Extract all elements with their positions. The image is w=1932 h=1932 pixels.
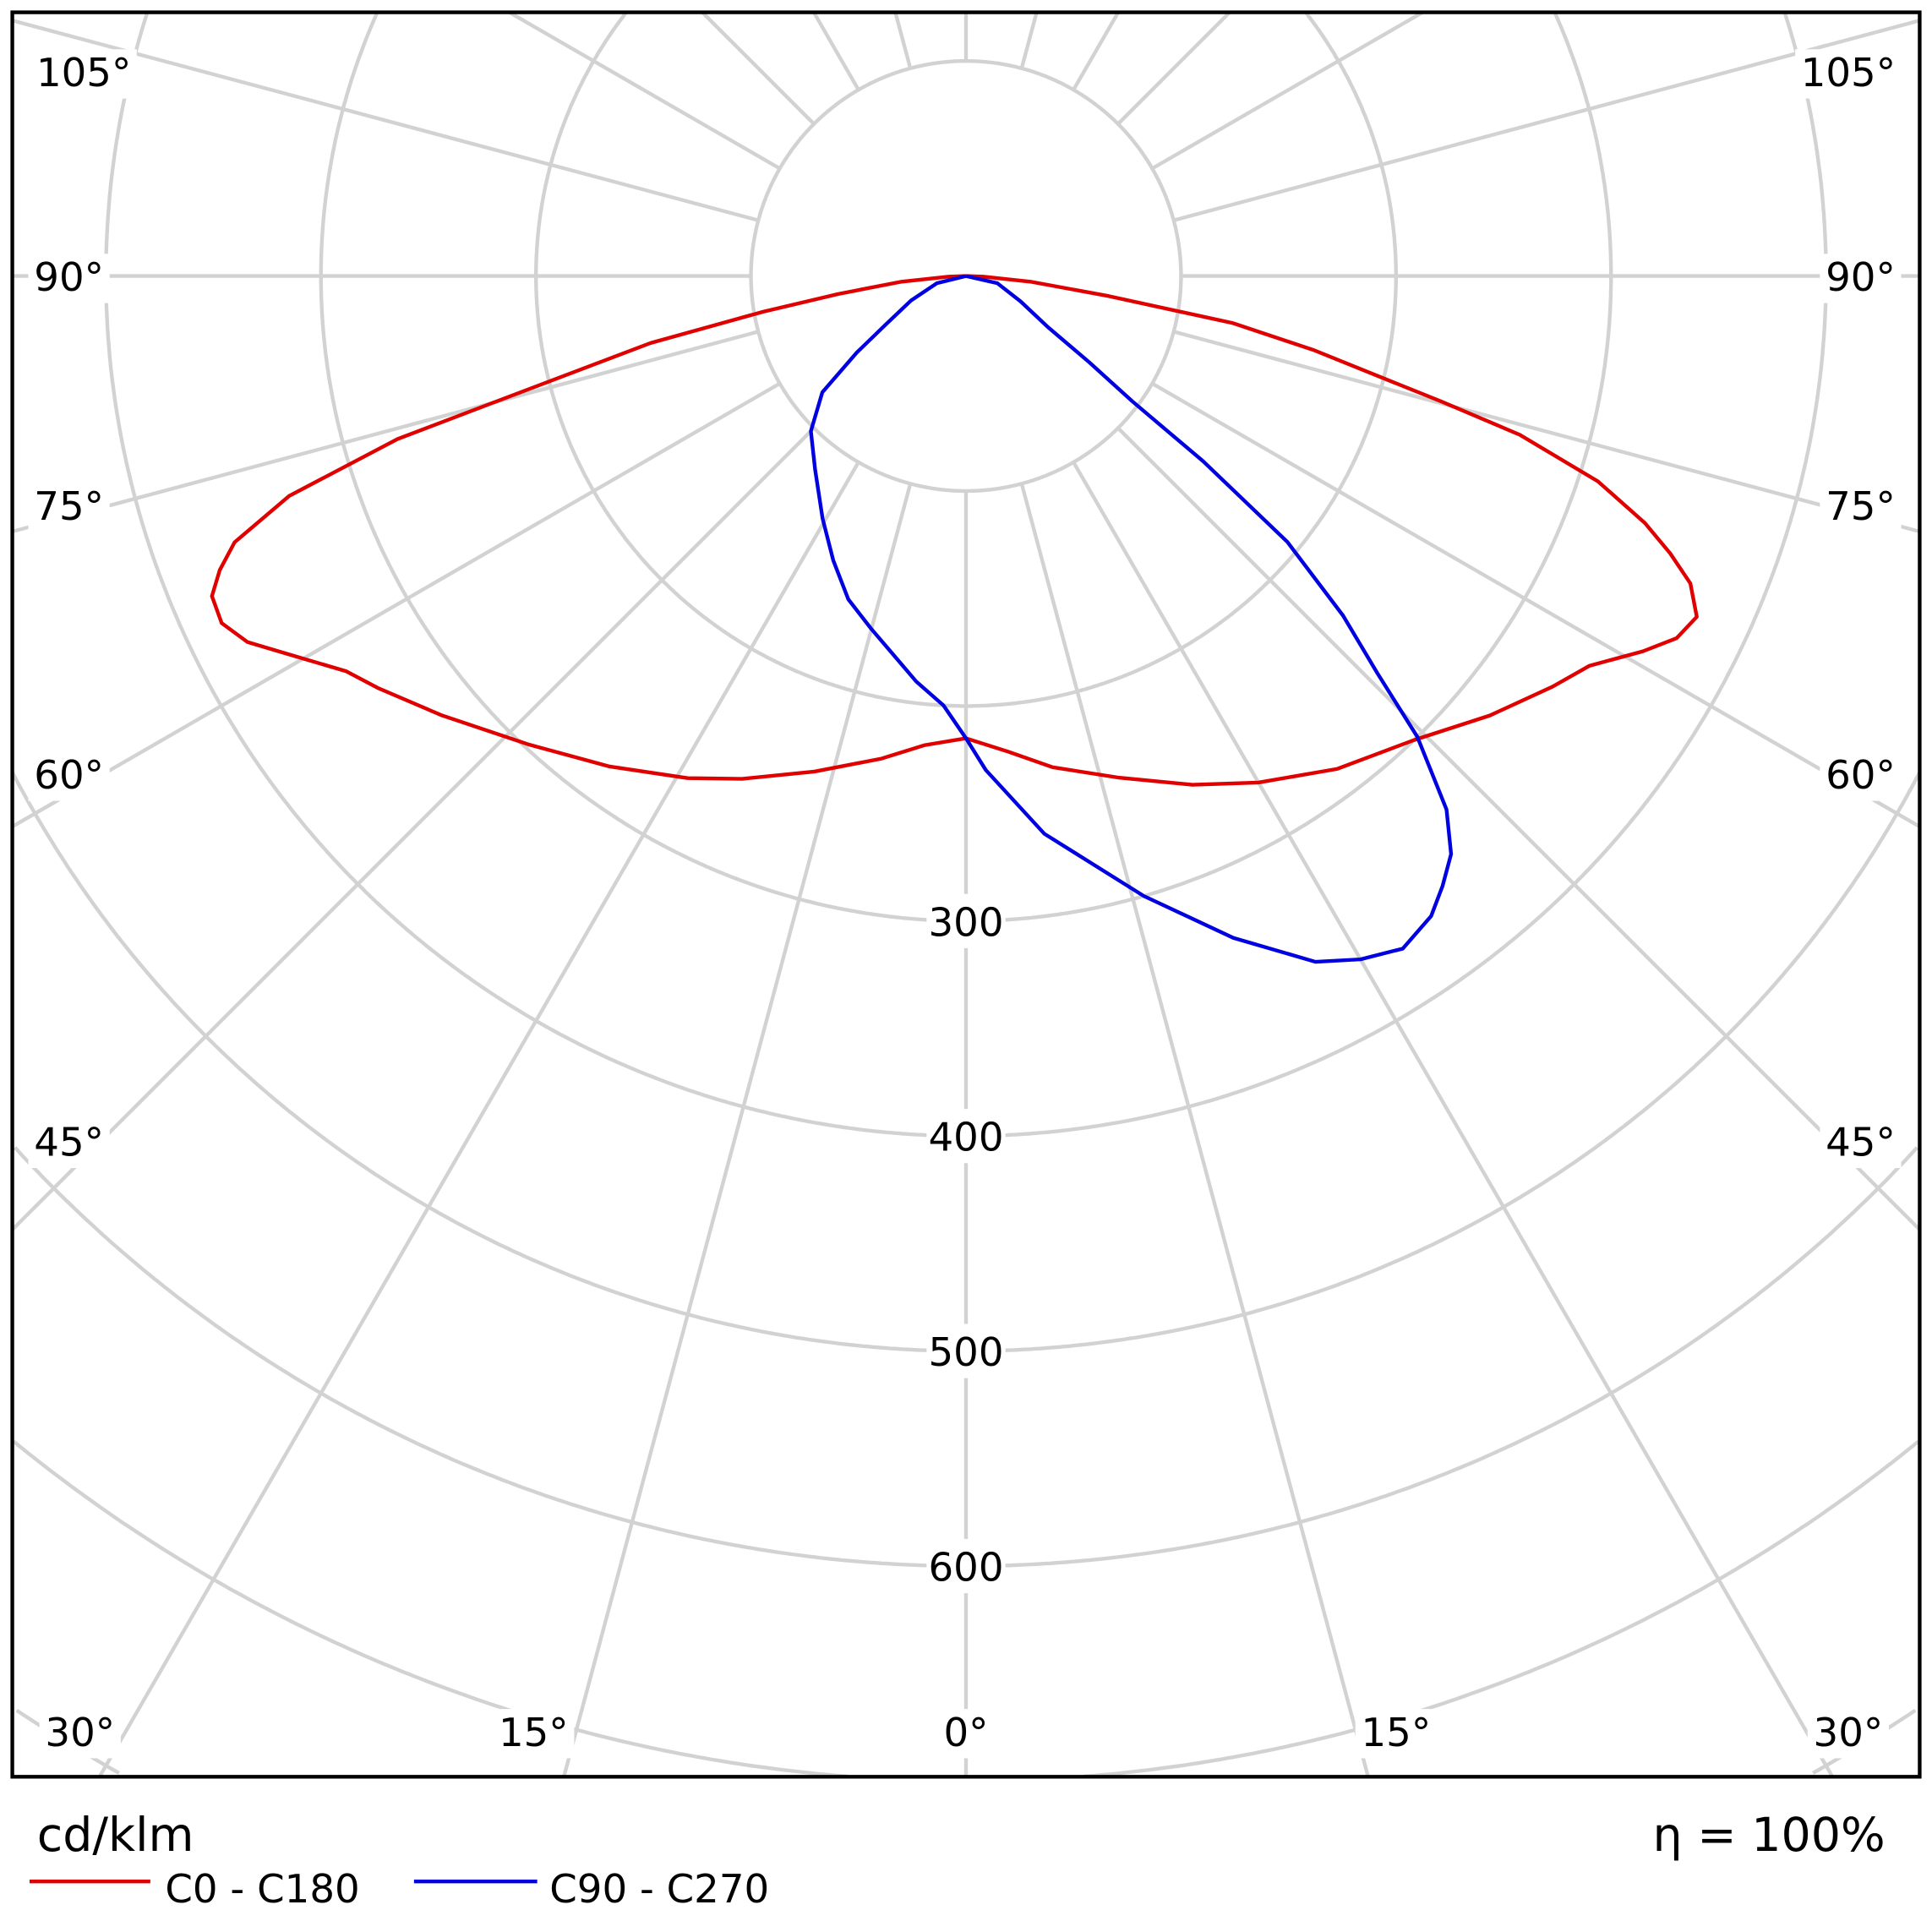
curves [210, 274, 1699, 964]
radial-tick-labels: 300 400 500 600 [926, 893, 1006, 1594]
angle-label-left-75°: 75° [34, 484, 104, 530]
grid-ring-500 [10, 771, 966, 1353]
grid-spoke-195 [893, 12, 913, 69]
tick-label-bg [926, 1323, 1006, 1378]
grid-ring-700 [12, 1439, 849, 1779]
grid-spoke-45 [1116, 426, 1921, 1231]
grid-spoke-225 [701, 11, 816, 126]
tick-label-bg [926, 1109, 1006, 1164]
radial-tick-label-500: 500 [928, 1330, 1003, 1376]
legend-label-c90-c270: C90 - C270 [549, 1867, 769, 1913]
angle-label-bg [30, 49, 137, 99]
grid-ring-300 [966, 13, 1613, 923]
angle-label-left-90°: 90° [34, 255, 104, 301]
angle-label-bg [28, 1118, 110, 1169]
angle-label-right-105°: 105° [1801, 51, 1896, 96]
legend-label-c0-c180: C0 - C180 [165, 1867, 359, 1913]
angle-label-right-60°: 60° [1826, 753, 1896, 799]
angle-label-left-30°: 30° [45, 1711, 115, 1756]
legend: C0 - C180 C90 - C270 [29, 1867, 769, 1913]
angle-label-bg [493, 1709, 575, 1759]
angle-label-bg [1820, 254, 1902, 303]
unit-label: cd/klm [37, 1809, 194, 1863]
grid-spoke-30 [1072, 461, 1835, 1778]
grid-spoke-345 [562, 483, 913, 1777]
grid-ring-100 [749, 58, 1183, 494]
angle-label-bg [28, 483, 110, 532]
radial-tick-label-400: 400 [928, 1116, 1003, 1161]
grid-spoke-135 [1116, 11, 1231, 126]
grid-spoke-60 [1151, 381, 1921, 828]
grid-spoke-75 [1173, 330, 1920, 534]
grid-ring-700 [1083, 1439, 1920, 1779]
grid-spoke-120 [1151, 10, 1424, 171]
grid-spoke-150 [1072, 11, 1121, 91]
angle-label-right-90°: 90° [1826, 255, 1896, 301]
angle-label-bg [28, 751, 110, 801]
tick-label-bg [926, 1538, 1006, 1594]
efficiency-label: η = 100% [1653, 1809, 1886, 1863]
angle-label-left-45°: 45° [34, 1121, 104, 1166]
angle-label-left-15°: 15° [499, 1711, 569, 1756]
series-curve-0 [210, 274, 1699, 787]
angle-labels: 105° 90° 75° 60° 45° 30° 15° 105° 90° 75° 60° 45° 30… [28, 49, 1902, 1759]
grid-spoke-315 [11, 426, 816, 1231]
radial-tick-label-600: 600 [928, 1545, 1003, 1591]
grid-ring-200 [966, 11, 1398, 708]
grid-spoke-15 [1019, 483, 1370, 1777]
grid-spoke-300 [11, 381, 781, 828]
angle-label-bg [936, 1709, 996, 1759]
angle-label-right-30°: 30° [1814, 1711, 1884, 1756]
angle-label-bg [1820, 1118, 1902, 1169]
grid-ring-600 [14, 1146, 966, 1569]
radial-tick-label-300: 300 [928, 900, 1003, 946]
series-curve-1 [809, 274, 1454, 964]
angle-label-bg [1820, 751, 1902, 801]
grid-ring-500 [966, 771, 1922, 1353]
angle-label-right-75°: 75° [1826, 484, 1896, 530]
plot-frame [10, 10, 1922, 1779]
angle-label-bg [1355, 1709, 1437, 1759]
angle-label-bottom: 0° [944, 1711, 989, 1756]
grid-ring-300 [319, 13, 966, 923]
grid-spoke-330 [97, 461, 860, 1778]
grid-spoke-240 [508, 10, 781, 171]
tick-label-bg [926, 893, 1006, 948]
grid-ring-200 [534, 11, 966, 708]
angle-label-bg [1795, 49, 1902, 99]
grid-spoke-285 [12, 330, 759, 534]
angle-label-right-15°: 15° [1361, 1711, 1431, 1756]
angle-label-bg [28, 254, 110, 303]
angle-label-right-45°: 45° [1826, 1121, 1896, 1166]
angle-label-left-60°: 60° [34, 753, 104, 799]
grid-ring-400 [966, 13, 1828, 1138]
angle-label-bg [39, 1709, 121, 1759]
grid-spoke-210 [811, 11, 860, 91]
angle-label-bg [1807, 1709, 1889, 1759]
grid-spoke-165 [1019, 12, 1039, 69]
angle-label-left-105°: 105° [36, 51, 131, 96]
grid-ring-600 [966, 1146, 1918, 1569]
angle-label-bg [1820, 483, 1902, 532]
